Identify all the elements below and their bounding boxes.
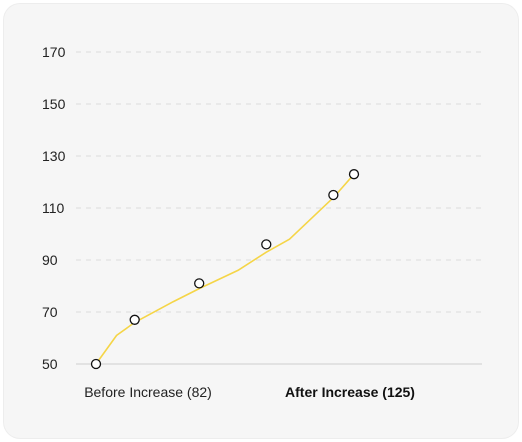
- data-point: [328, 189, 339, 201]
- y-tick-label: 90: [42, 252, 58, 268]
- series-line: [95, 173, 355, 365]
- x-category-label: After Increase (125): [285, 384, 415, 400]
- x-category-label: Before Increase (82): [84, 384, 212, 400]
- data-point: [194, 278, 205, 289]
- data-point: [129, 314, 140, 325]
- data-point: [261, 239, 272, 250]
- y-tick-label: 110: [42, 200, 65, 216]
- y-tick-label: 130: [42, 148, 66, 164]
- data-point: [348, 169, 360, 180]
- data-point: [90, 358, 102, 370]
- y-tick-label: 170: [42, 44, 66, 60]
- y-tick-label: 50: [42, 356, 58, 372]
- chart-card: [4, 4, 518, 438]
- y-tick-label: 150: [42, 96, 66, 112]
- y-tick-label: 70: [42, 304, 58, 320]
